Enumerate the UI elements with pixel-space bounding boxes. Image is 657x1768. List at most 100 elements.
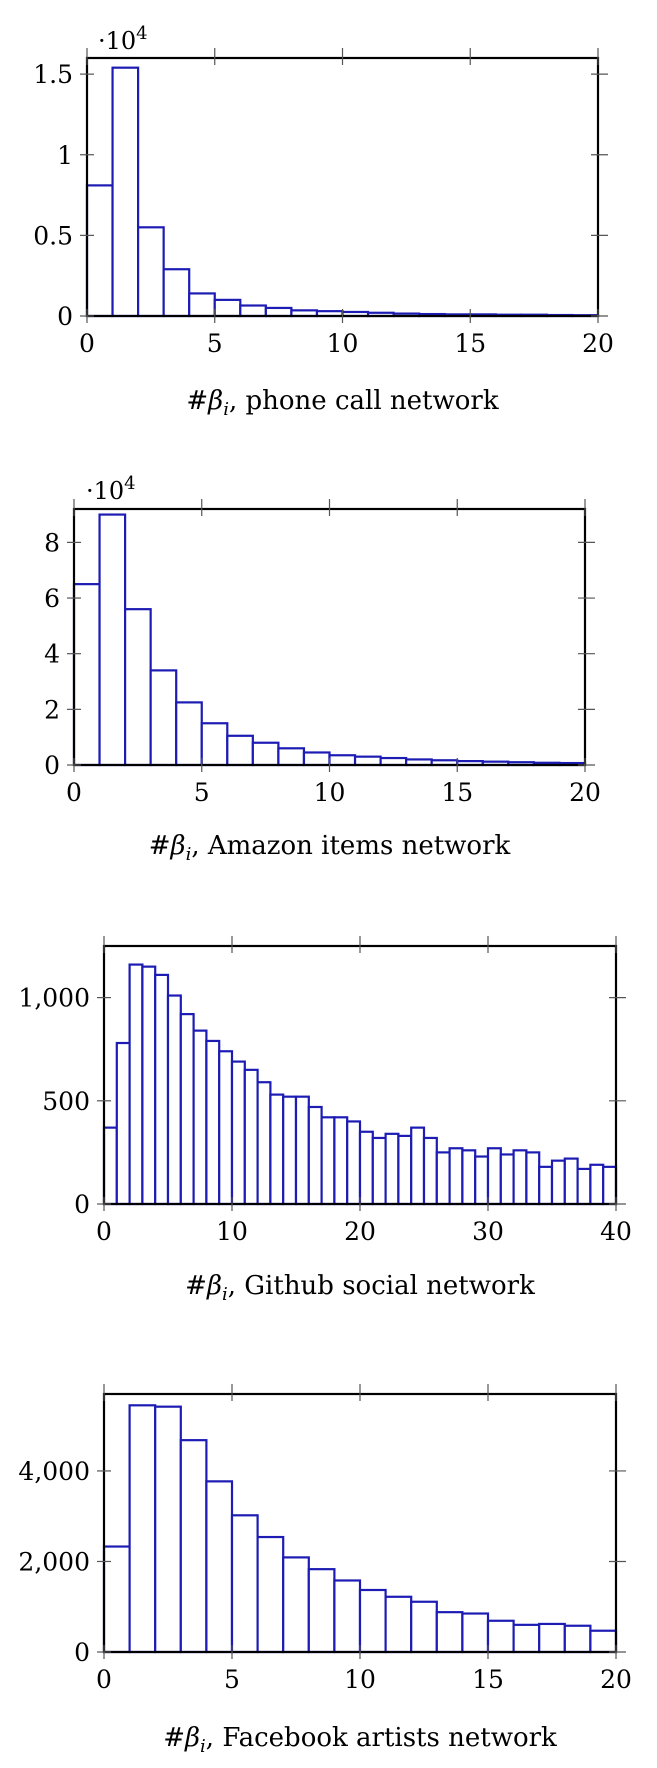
histogram-bar: [550, 1159, 566, 1206]
x-tick-label: 20: [582, 329, 614, 358]
histogram-bar: [307, 1105, 323, 1206]
histogram-bar: [461, 1612, 490, 1654]
histogram-bar: [474, 1155, 490, 1206]
histogram-bar: [175, 701, 203, 767]
x-tick-label: 0: [96, 1665, 112, 1694]
histogram-bar: [328, 754, 357, 767]
histogram-bar: [205, 1039, 221, 1206]
histogram-bar: [226, 734, 254, 767]
x-tick-label: 0: [79, 329, 95, 358]
histogram-bar: [230, 1060, 246, 1206]
y-tick-label: 2,000: [18, 1547, 90, 1576]
y-scale-multiplier: ·104: [86, 473, 136, 505]
x-tick-label: 10: [344, 1665, 376, 1694]
x-tick-label: 40: [600, 1217, 632, 1246]
histogram-bar: [243, 1068, 259, 1206]
histogram-bar: [525, 1151, 541, 1206]
histogram-bar: [486, 1147, 502, 1206]
y-tick-label: 1.5: [33, 60, 73, 89]
x-tick-label: 0: [66, 778, 82, 807]
histogram-bar: [512, 1149, 528, 1206]
histogram-bar: [102, 1126, 118, 1206]
y-tick-label: 8: [44, 528, 60, 557]
x-tick-label: 20: [344, 1217, 376, 1246]
histogram-bar: [384, 1595, 413, 1654]
histogram-bar: [141, 965, 157, 1206]
histogram-bar: [371, 1136, 387, 1206]
histogram-bar: [602, 1165, 618, 1206]
histogram-bar: [282, 1095, 298, 1206]
y-tick-label: 1: [57, 141, 73, 170]
y-tick-label: 0.5: [33, 221, 73, 250]
x-axis-label: #βi, phone call network: [186, 386, 498, 420]
histogram-bar: [589, 1629, 618, 1654]
histogram-bar: [251, 741, 280, 767]
y-scale-multiplier: ·104: [98, 23, 148, 55]
histogram-bar: [422, 1136, 438, 1206]
histogram-bar: [384, 1132, 400, 1206]
histogram-panel-3: 0 10 20 30 40 0 500 1,000 #βi, Github social net…: [18, 936, 632, 1305]
y-tick-label: 2: [44, 695, 60, 724]
histogram-bar: [128, 1404, 157, 1654]
x-axis-label: #βi, Github social network: [185, 1271, 535, 1305]
y-tick-label: 0: [74, 1638, 90, 1667]
histogram-bar: [154, 973, 170, 1206]
histogram-panel-2: 0 5 10 15 20 0 2 4 6 8 ·104 #βi, Amazon items netwo…: [44, 473, 601, 865]
histogram-bar: [213, 298, 242, 318]
histogram-bar: [192, 1029, 208, 1206]
histogram-bar: [576, 1167, 592, 1206]
histogram-bar: [499, 1153, 515, 1206]
x-tick-label: 30: [472, 1217, 504, 1246]
histogram-bar: [435, 1611, 464, 1654]
histogram-bar: [448, 1147, 464, 1206]
histogram-bar: [98, 513, 127, 767]
x-tick-label: 15: [441, 778, 473, 807]
histogram-bar: [320, 1116, 336, 1206]
histogram-bar: [333, 1116, 349, 1206]
y-tick-label: 4: [44, 640, 60, 669]
y-tick-label: 0: [74, 1190, 90, 1219]
x-tick-label: 5: [224, 1665, 240, 1694]
histogram-bar: [123, 608, 152, 767]
histogram-bar: [218, 1050, 234, 1206]
x-tick-label: 10: [216, 1217, 248, 1246]
x-tick-label: 0: [96, 1217, 112, 1246]
histogram-bar: [179, 1439, 208, 1654]
histogram-bar: [277, 747, 306, 767]
y-tick-label: 0: [57, 302, 73, 331]
histogram-bar: [137, 226, 165, 318]
histogram-bar: [256, 1535, 285, 1654]
histogram-bar: [307, 1568, 336, 1654]
histogram-bar: [302, 751, 331, 767]
histogram-bar: [563, 1624, 592, 1654]
histogram-bar: [85, 184, 114, 318]
histogram-bar: [128, 963, 144, 1206]
histogram-bar: [166, 994, 182, 1206]
y-tick-label: 0: [44, 751, 60, 780]
histogram-bar: [486, 1619, 515, 1654]
histogram-bar: [256, 1081, 272, 1206]
histogram-bar: [358, 1130, 374, 1206]
y-tick-label: 6: [44, 584, 60, 613]
histogram-bar: [264, 306, 293, 318]
histogram-bar: [538, 1622, 566, 1654]
histogram-bar: [397, 1134, 413, 1206]
histogram-bar: [563, 1157, 579, 1206]
x-tick-label: 10: [327, 329, 359, 358]
histogram-bar: [179, 1013, 195, 1206]
histogram-bar: [538, 1165, 554, 1206]
histogram-bar: [154, 1405, 182, 1654]
x-tick-label: 15: [472, 1665, 504, 1694]
histogram-bar: [188, 292, 216, 318]
histogram-bar: [72, 583, 101, 767]
histogram-bar: [512, 1623, 541, 1654]
x-tick-label: 5: [194, 778, 210, 807]
histogram-bar: [115, 1041, 131, 1206]
histogram-bar: [162, 268, 191, 318]
histogram-bar: [282, 1556, 310, 1654]
x-axis-label: #βi, Amazon items network: [149, 831, 511, 865]
x-tick-label: 20: [569, 778, 601, 807]
y-tick-label: 500: [42, 1087, 90, 1116]
histogram-bar: [410, 1126, 426, 1206]
